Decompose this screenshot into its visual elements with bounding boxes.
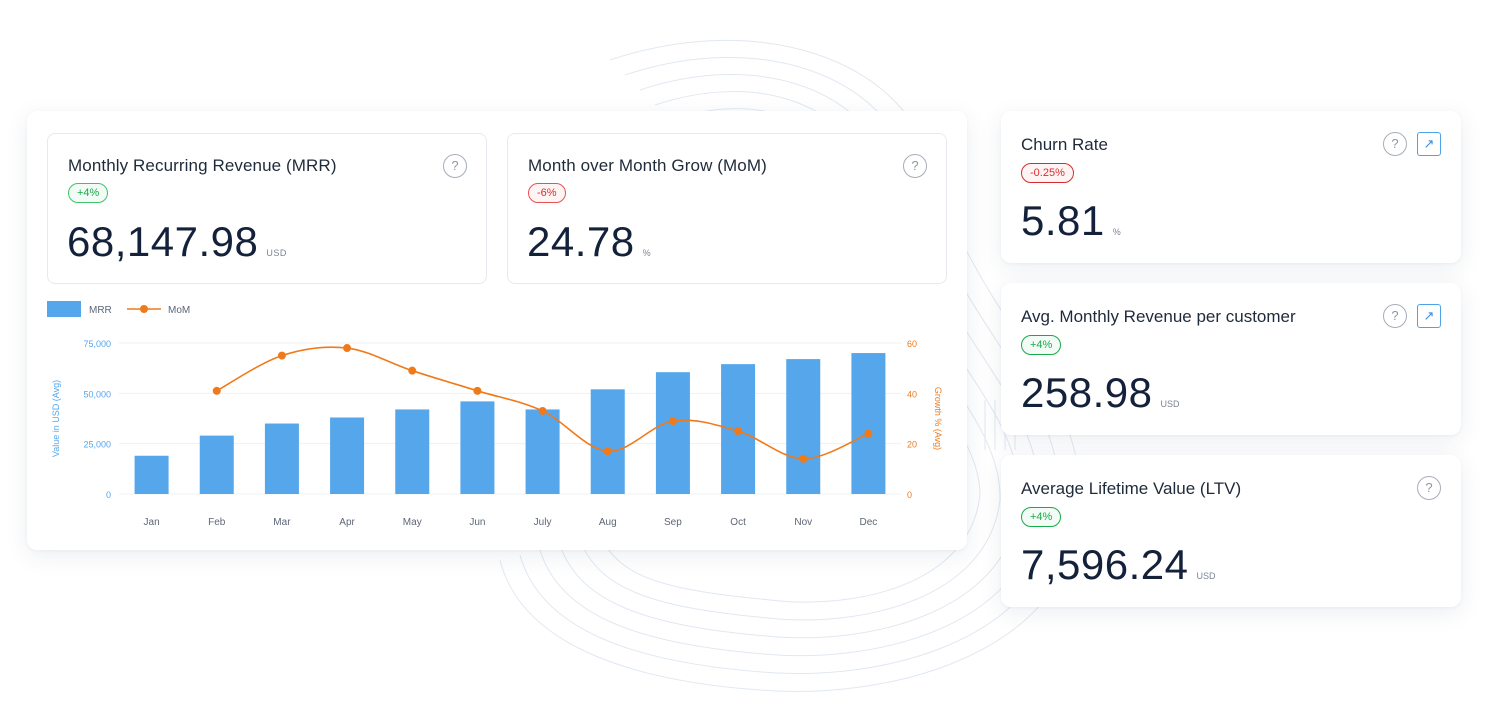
change-badge: +4% bbox=[1021, 335, 1062, 355]
mom-point-nov bbox=[799, 454, 808, 463]
y-tick-label: 75,000 bbox=[83, 339, 111, 349]
mom-point-oct bbox=[734, 427, 743, 436]
mrr-mom-chart: MRR MoM 0 25,000 50,000 75,000 0 20 40 60 Value in… bbox=[47, 301, 943, 528]
y2-tick-label: 0 bbox=[907, 490, 912, 500]
ltv-card: Average Lifetime Value (LTV) +4% 7,596.2… bbox=[1001, 455, 1461, 607]
card-title: Average Lifetime Value (LTV) bbox=[1021, 479, 1242, 498]
kpi-title: Monthly Recurring Revenue (MRR) bbox=[68, 156, 337, 175]
card-unit: USD bbox=[1196, 571, 1216, 581]
x-tick-label: Sep bbox=[664, 517, 682, 528]
mom-point-apr bbox=[343, 344, 352, 353]
avg-revenue-card: Avg. Monthly Revenue per customer +4% 25… bbox=[1001, 283, 1461, 435]
kpi-value-row: 24.78 % bbox=[527, 218, 651, 266]
mom-kpi-card: Month over Month Grow (MoM) -6% 24.78 % … bbox=[507, 133, 947, 284]
card-value-row: 5.81 % bbox=[1021, 197, 1121, 245]
legend-label: MRR bbox=[89, 305, 112, 316]
kpi-unit: % bbox=[642, 248, 652, 258]
mom-point-july bbox=[538, 406, 547, 415]
kpi-title: Month over Month Grow (MoM) bbox=[528, 156, 767, 175]
x-tick-label: Dec bbox=[860, 517, 878, 528]
card-title: Avg. Monthly Revenue per customer bbox=[1021, 307, 1296, 326]
bar-aug bbox=[590, 389, 625, 494]
help-icon[interactable]: ? bbox=[1383, 132, 1407, 156]
card-value-row: 7,596.24 USD bbox=[1021, 541, 1216, 589]
bar-july bbox=[525, 409, 560, 494]
x-tick-label: Feb bbox=[208, 517, 226, 528]
mom-point-mar bbox=[277, 351, 286, 360]
help-icon[interactable]: ? bbox=[443, 154, 467, 178]
bar-feb bbox=[199, 435, 234, 494]
change-badge: -0.25% bbox=[1021, 163, 1074, 183]
x-tick-label: Mar bbox=[273, 517, 291, 528]
open-external-icon[interactable]: ↗ bbox=[1417, 304, 1441, 328]
x-tick-label: Jan bbox=[144, 517, 160, 528]
churn-rate-card: Churn Rate -0.25% 5.81 % ? ↗ bbox=[1001, 111, 1461, 263]
mom-point-dec bbox=[864, 429, 873, 438]
help-icon[interactable]: ? bbox=[1417, 476, 1441, 500]
card-value: 7,596.24 bbox=[1021, 541, 1189, 588]
card-title: Churn Rate bbox=[1021, 135, 1108, 154]
y-tick-label: 25,000 bbox=[83, 440, 111, 450]
x-tick-label: Oct bbox=[730, 517, 746, 528]
kpi-value: 68,147.98 bbox=[67, 218, 259, 265]
y2-tick-label: 40 bbox=[907, 389, 917, 399]
mom-point-may bbox=[408, 366, 417, 375]
bar-mar bbox=[264, 423, 299, 494]
change-badge: +4% bbox=[68, 183, 109, 203]
bar-jun bbox=[460, 401, 495, 494]
card-unit: % bbox=[1112, 227, 1121, 237]
kpi-value-row: 68,147.98 USD bbox=[67, 218, 287, 266]
legend-label: MoM bbox=[168, 305, 190, 316]
mom-point-aug bbox=[603, 447, 612, 456]
bar-sep bbox=[655, 372, 690, 494]
bar-dec bbox=[851, 353, 886, 494]
x-tick-label: May bbox=[403, 517, 422, 528]
open-external-icon[interactable]: ↗ bbox=[1417, 132, 1441, 156]
y-tick-label: 50,000 bbox=[83, 389, 111, 399]
mrr-panel: Monthly Recurring Revenue (MRR) +4% 68,1… bbox=[27, 111, 967, 550]
mom-point-sep bbox=[668, 417, 677, 426]
mom-point-jun bbox=[473, 386, 482, 395]
bar-jan bbox=[134, 455, 169, 494]
x-tick-label: Aug bbox=[599, 517, 617, 528]
x-tick-label: July bbox=[534, 517, 552, 528]
mrr-kpi-card: Monthly Recurring Revenue (MRR) +4% 68,1… bbox=[47, 133, 487, 284]
bar-may bbox=[395, 409, 430, 494]
legend-marker-mom bbox=[140, 305, 148, 313]
x-tick-label: Apr bbox=[339, 517, 355, 528]
change-badge: -6% bbox=[528, 183, 566, 203]
card-value: 5.81 bbox=[1021, 197, 1105, 244]
y2-tick-label: 20 bbox=[907, 440, 917, 450]
card-unit: USD bbox=[1160, 399, 1180, 409]
card-value: 258.98 bbox=[1021, 369, 1153, 416]
bar-apr bbox=[330, 417, 365, 494]
y2-axis-title: Growth % (Avg) bbox=[933, 387, 943, 450]
card-value-row: 258.98 USD bbox=[1021, 369, 1179, 417]
kpi-value: 24.78 bbox=[527, 218, 635, 265]
x-tick-label: Nov bbox=[794, 517, 812, 528]
y2-tick-label: 60 bbox=[907, 339, 917, 349]
help-icon[interactable]: ? bbox=[903, 154, 927, 178]
kpi-unit: USD bbox=[266, 248, 287, 258]
bar-nov bbox=[786, 359, 821, 494]
y-tick-label: 0 bbox=[106, 490, 111, 500]
x-tick-label: Jun bbox=[469, 517, 485, 528]
y-axis-title: Value in USD (Avg) bbox=[51, 380, 61, 457]
change-badge: +4% bbox=[1021, 507, 1062, 527]
mom-point-feb bbox=[212, 386, 221, 395]
help-icon[interactable]: ? bbox=[1383, 304, 1407, 328]
legend-swatch-mrr bbox=[47, 301, 81, 317]
